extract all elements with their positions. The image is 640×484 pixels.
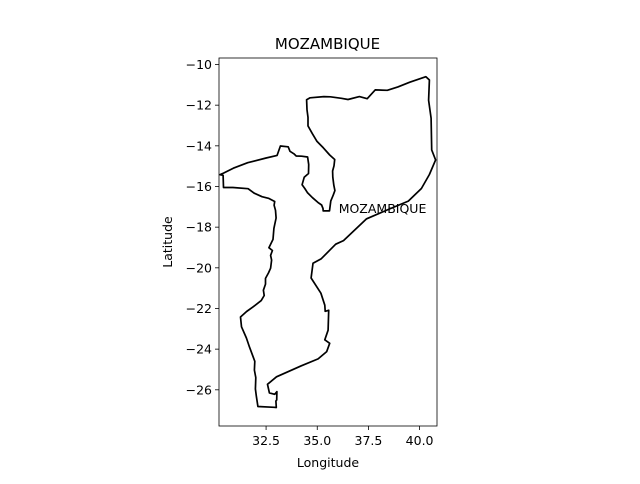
y-tick-label: −16 bbox=[186, 179, 212, 194]
x-axis: 32.5 35.0 37.5 40.0 bbox=[252, 426, 434, 448]
x-axis-label: Longitude bbox=[297, 455, 359, 470]
y-tick-label: −20 bbox=[186, 260, 212, 275]
y-tick-label: −12 bbox=[186, 98, 212, 113]
x-tick-label: 32.5 bbox=[252, 433, 280, 448]
country-label: MOZAMBIQUE bbox=[339, 201, 427, 216]
y-tick-label: −24 bbox=[186, 342, 212, 357]
y-axis: −10 −12 −14 −16 −18 −20 −22 −24 −26 bbox=[186, 57, 219, 397]
y-tick-label: −22 bbox=[186, 301, 212, 316]
y-tick-label: −14 bbox=[186, 138, 212, 153]
y-axis-label: Latitude bbox=[160, 216, 175, 268]
y-tick-label: −26 bbox=[186, 382, 212, 397]
x-tick-label: 40.0 bbox=[406, 433, 434, 448]
x-tick-label: 37.5 bbox=[355, 433, 383, 448]
y-tick-label: −10 bbox=[186, 57, 212, 72]
chart-title: MOZAMBIQUE bbox=[275, 35, 380, 53]
x-tick-label: 35.0 bbox=[303, 433, 331, 448]
plot-frame bbox=[218, 57, 438, 427]
y-tick-label: −18 bbox=[186, 220, 212, 235]
country-border-0 bbox=[219, 75, 437, 409]
country-border-layer bbox=[219, 75, 437, 409]
